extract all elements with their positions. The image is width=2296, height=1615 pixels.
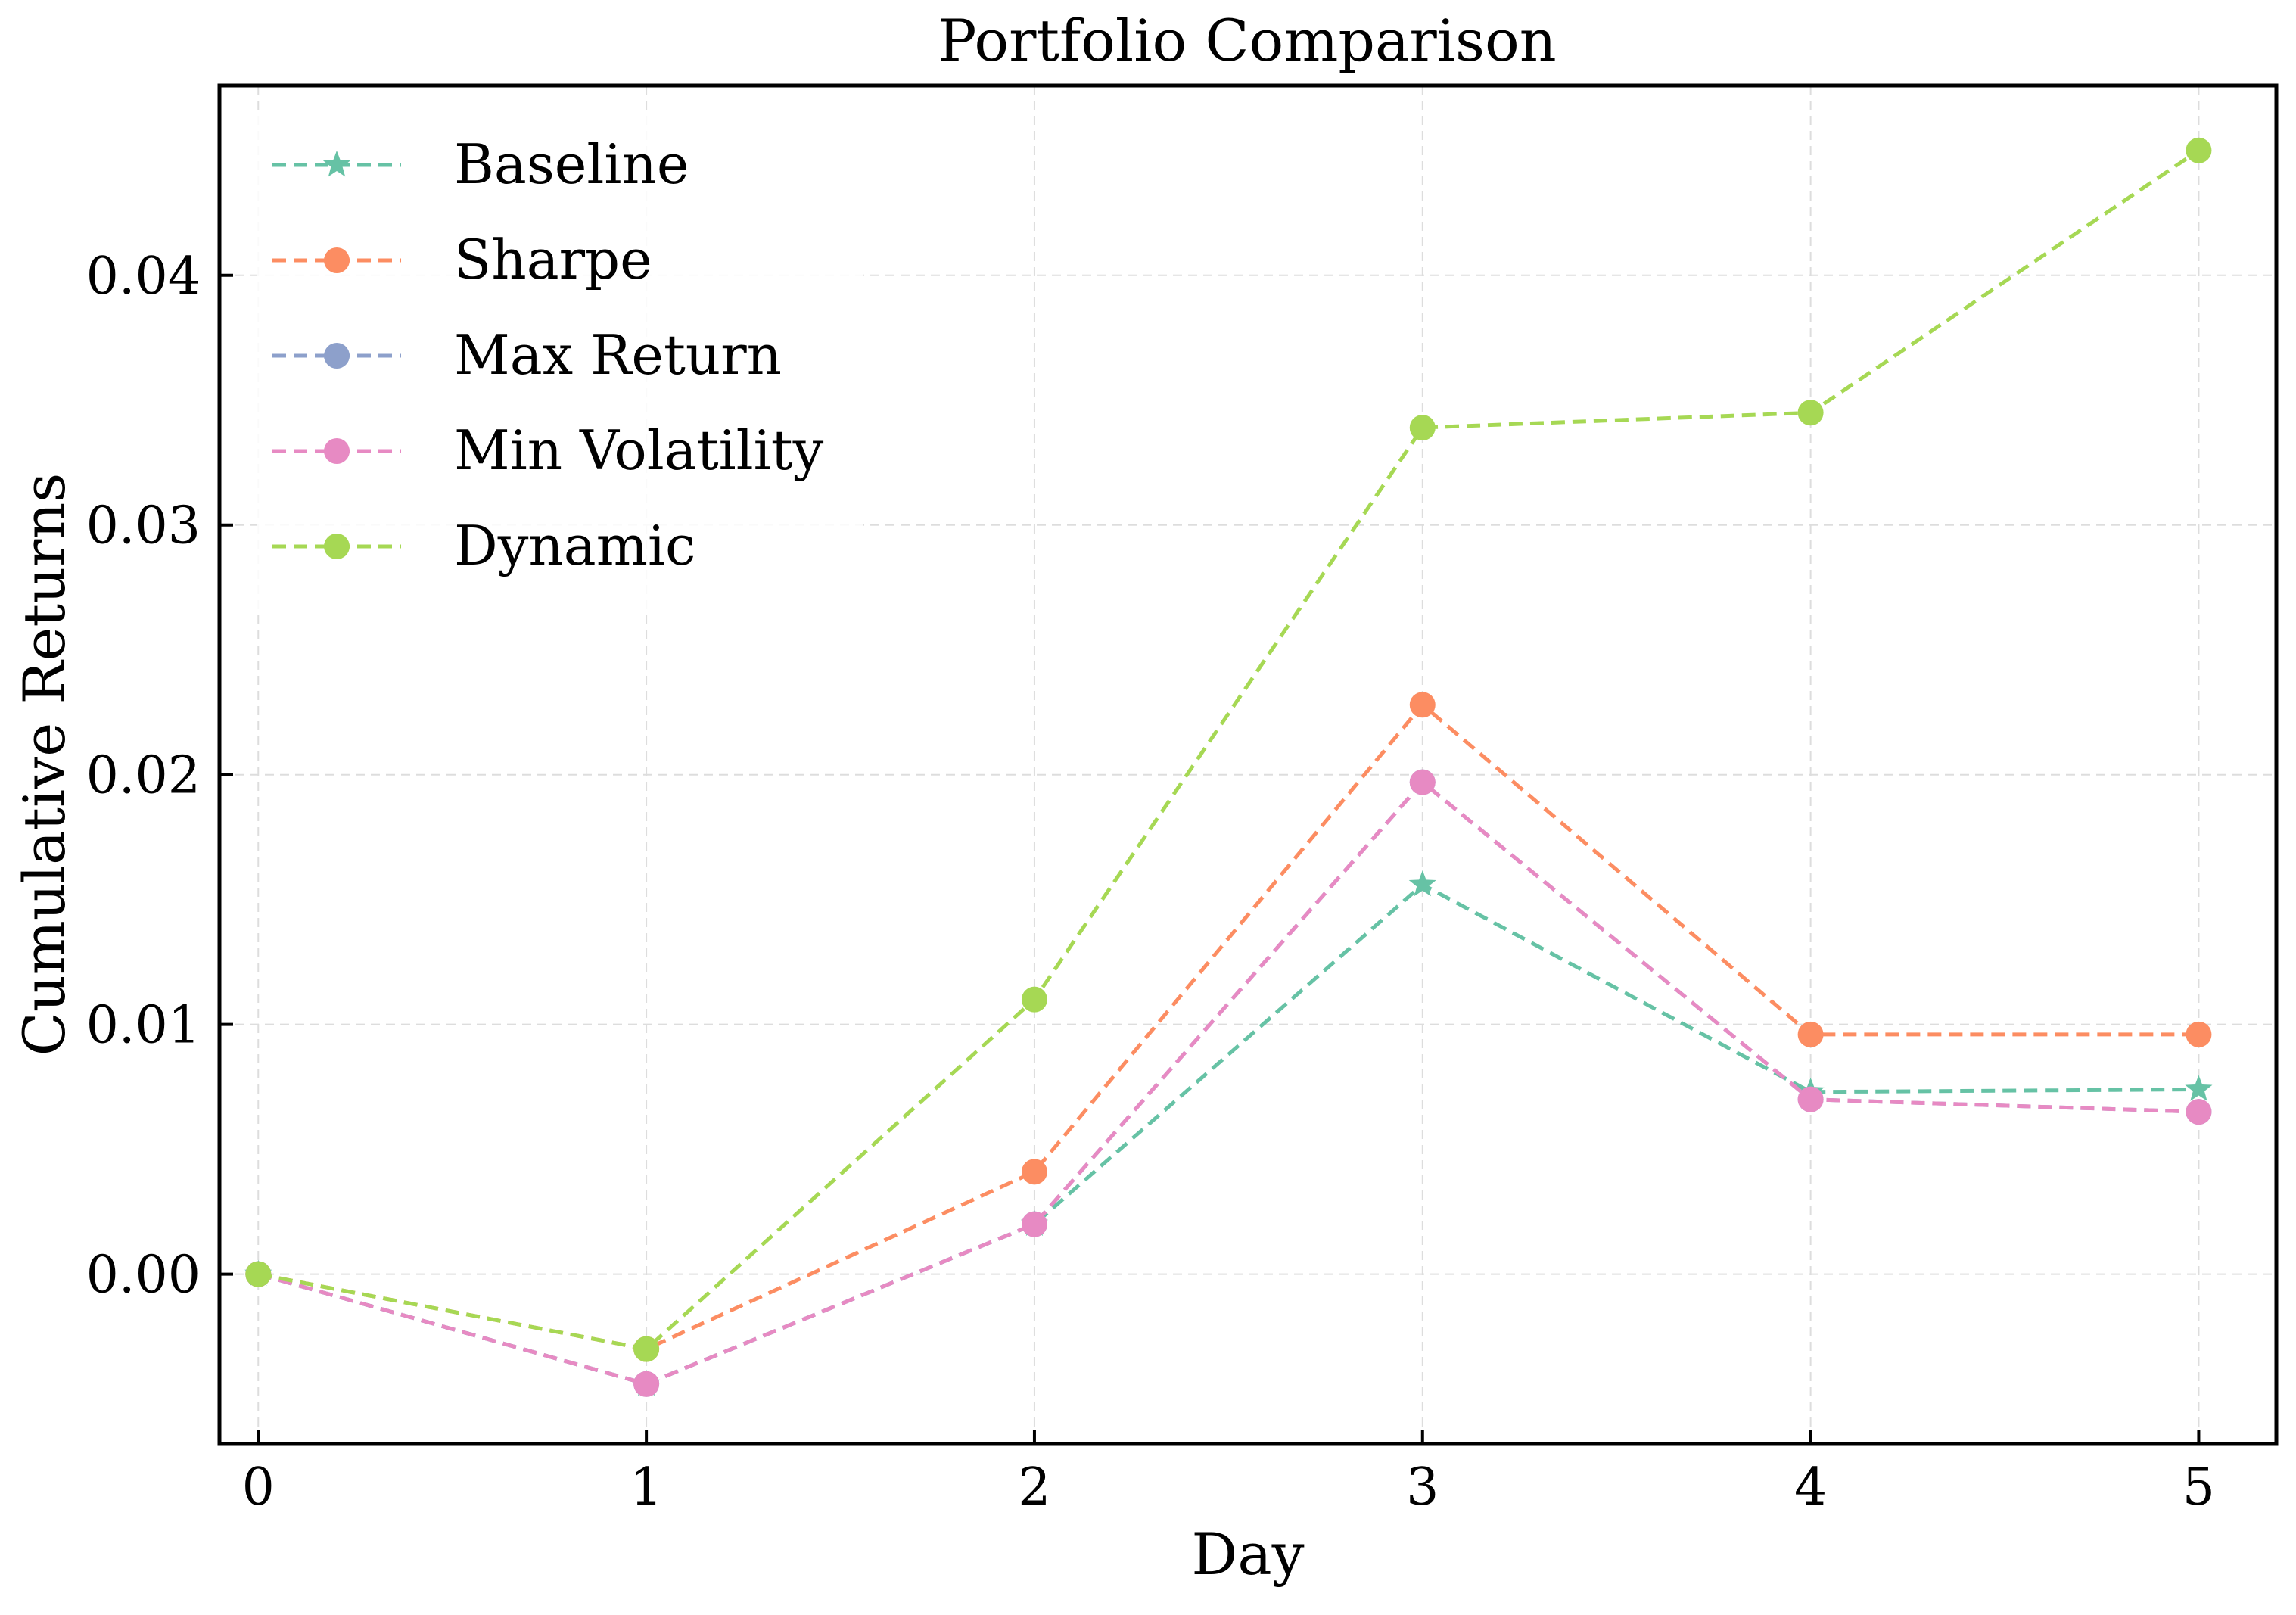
data-point-dynamic [1409,415,1436,441]
legend-entry-sharpe: Sharpe [272,228,652,291]
y-axis-label: Cumulative Returns [11,473,78,1056]
legend-label-min-volatility: Min Volatility [454,419,824,482]
y-tick-label: 0.01 [86,996,201,1056]
axis-ticks: 0 1 2 3 4 5 0.00 0.01 0.02 0.03 0.04 [86,247,2215,1517]
data-point-sharpe [1021,1159,1047,1185]
series-dynamic [245,137,2212,1362]
series-line-max-return [257,779,2199,1386]
data-point-min-volatility [1021,1211,1047,1237]
legend-background [257,112,863,611]
series-line-dynamic [257,148,2200,1352]
plot-area-frame [217,83,2279,1446]
data-point-dynamic [2186,137,2212,163]
legend-entry-baseline: Baseline [272,132,689,196]
x-tick-label: 4 [1794,1458,1827,1517]
series-sharpe [245,692,2212,1362]
legend-entry-max-return: Max Return [272,323,782,387]
series-min-volatility [245,769,2212,1397]
data-point-baseline [2185,1075,2213,1101]
series-lines [244,137,2213,1397]
data-point-dynamic [633,1336,660,1362]
x-tick-label: 1 [630,1458,662,1517]
x-tick-label: 2 [1018,1458,1050,1517]
series-line-sharpe [257,702,2199,1352]
x-tick-label: 5 [2182,1458,2215,1517]
data-point-dynamic [245,1261,272,1287]
x-tick-label: 0 [242,1458,275,1517]
x-tick-label: 3 [1406,1458,1439,1517]
legend-marker-sharpe [324,247,350,273]
data-point-dynamic [1021,986,1047,1013]
data-point-sharpe [1409,692,1436,718]
legend-marker-min-volatility [324,438,350,464]
data-point-sharpe [2186,1021,2212,1047]
legend-entry-min-volatility: Min Volatility [272,419,824,482]
y-tick-label: 0.03 [86,496,201,556]
y-tick-label: 0.00 [86,1246,201,1305]
data-point-dynamic [1797,400,1824,426]
x-axis-label: Day [1191,1520,1304,1588]
data-point-sharpe [1797,1021,1824,1047]
chart-title: Portfolio Comparison [938,7,1556,74]
series-baseline [244,870,2213,1396]
legend-label-baseline: Baseline [454,132,689,196]
legend-marker-max-return [324,343,350,369]
data-point-min-volatility [1797,1086,1824,1112]
data-point-baseline [1408,870,1436,897]
legend: Baseline Sharpe Max Return Min Volatility Dy… [257,112,863,611]
legend-entry-dynamic: Dynamic [272,514,695,577]
legend-marker-dynamic [324,534,350,559]
legend-marker-baseline [322,151,351,177]
legend-label-sharpe: Sharpe [454,228,652,291]
series-line-baseline [257,882,2199,1386]
series-max-return [245,769,2212,1397]
data-point-min-volatility [633,1371,660,1397]
grid [219,86,2276,1444]
y-tick-label: 0.04 [86,247,201,307]
legend-label-dynamic: Dynamic [454,514,695,577]
y-tick-label: 0.02 [86,746,201,806]
legend-label-max-return: Max Return [454,323,782,387]
data-point-min-volatility [2186,1099,2212,1125]
data-point-min-volatility [1409,769,1436,795]
series-line-min-volatility [257,779,2199,1386]
